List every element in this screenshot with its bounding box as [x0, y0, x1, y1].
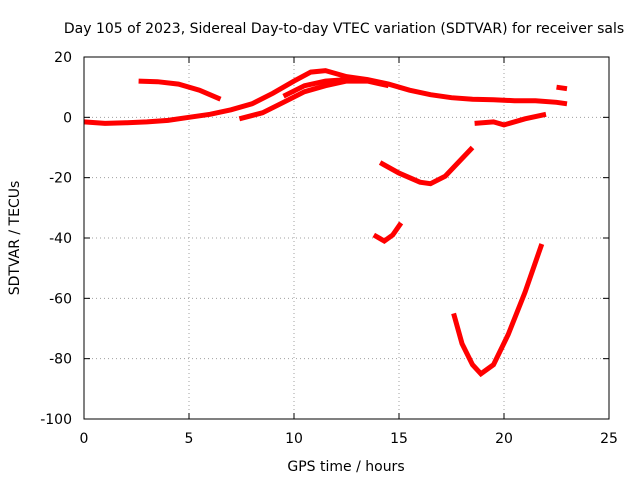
x-tick-label: 5	[185, 431, 194, 447]
x-tick-label: 15	[390, 431, 408, 447]
series-track-5	[474, 111, 547, 128]
y-tick-label: 0	[63, 110, 72, 126]
x-axis-label: GPS time / hours	[287, 459, 404, 475]
x-tick-label: 0	[80, 431, 89, 447]
series-track-8	[372, 221, 404, 244]
series-track-7	[378, 145, 475, 187]
x-tick-label: 20	[495, 431, 513, 447]
y-tick-label: -40	[49, 231, 72, 247]
y-axis-label: SDTVAR / TECUs	[7, 181, 23, 296]
series-track-1	[83, 68, 568, 126]
series-track-6	[556, 84, 568, 92]
x-tick-label: 10	[285, 431, 303, 447]
series-layer	[83, 68, 568, 378]
y-tick-label: 20	[54, 50, 72, 66]
series-track-2	[138, 78, 222, 102]
y-tick-label: -80	[49, 352, 72, 368]
y-tick-label: -60	[49, 291, 72, 307]
axis-ticks: 0 5 10 15 20 25 20 0 -20 -40 -60 -80 -100	[40, 50, 618, 447]
grid	[84, 57, 609, 419]
series-track-4	[282, 77, 368, 99]
x-tick-label: 25	[600, 431, 618, 447]
y-tick-label: -100	[40, 412, 72, 428]
y-tick-label: -20	[49, 171, 72, 187]
plot-frame	[83, 56, 610, 420]
series-track-9	[451, 243, 545, 378]
chart-title: Day 105 of 2023, Sidereal Day-to-day VTE…	[64, 21, 624, 37]
